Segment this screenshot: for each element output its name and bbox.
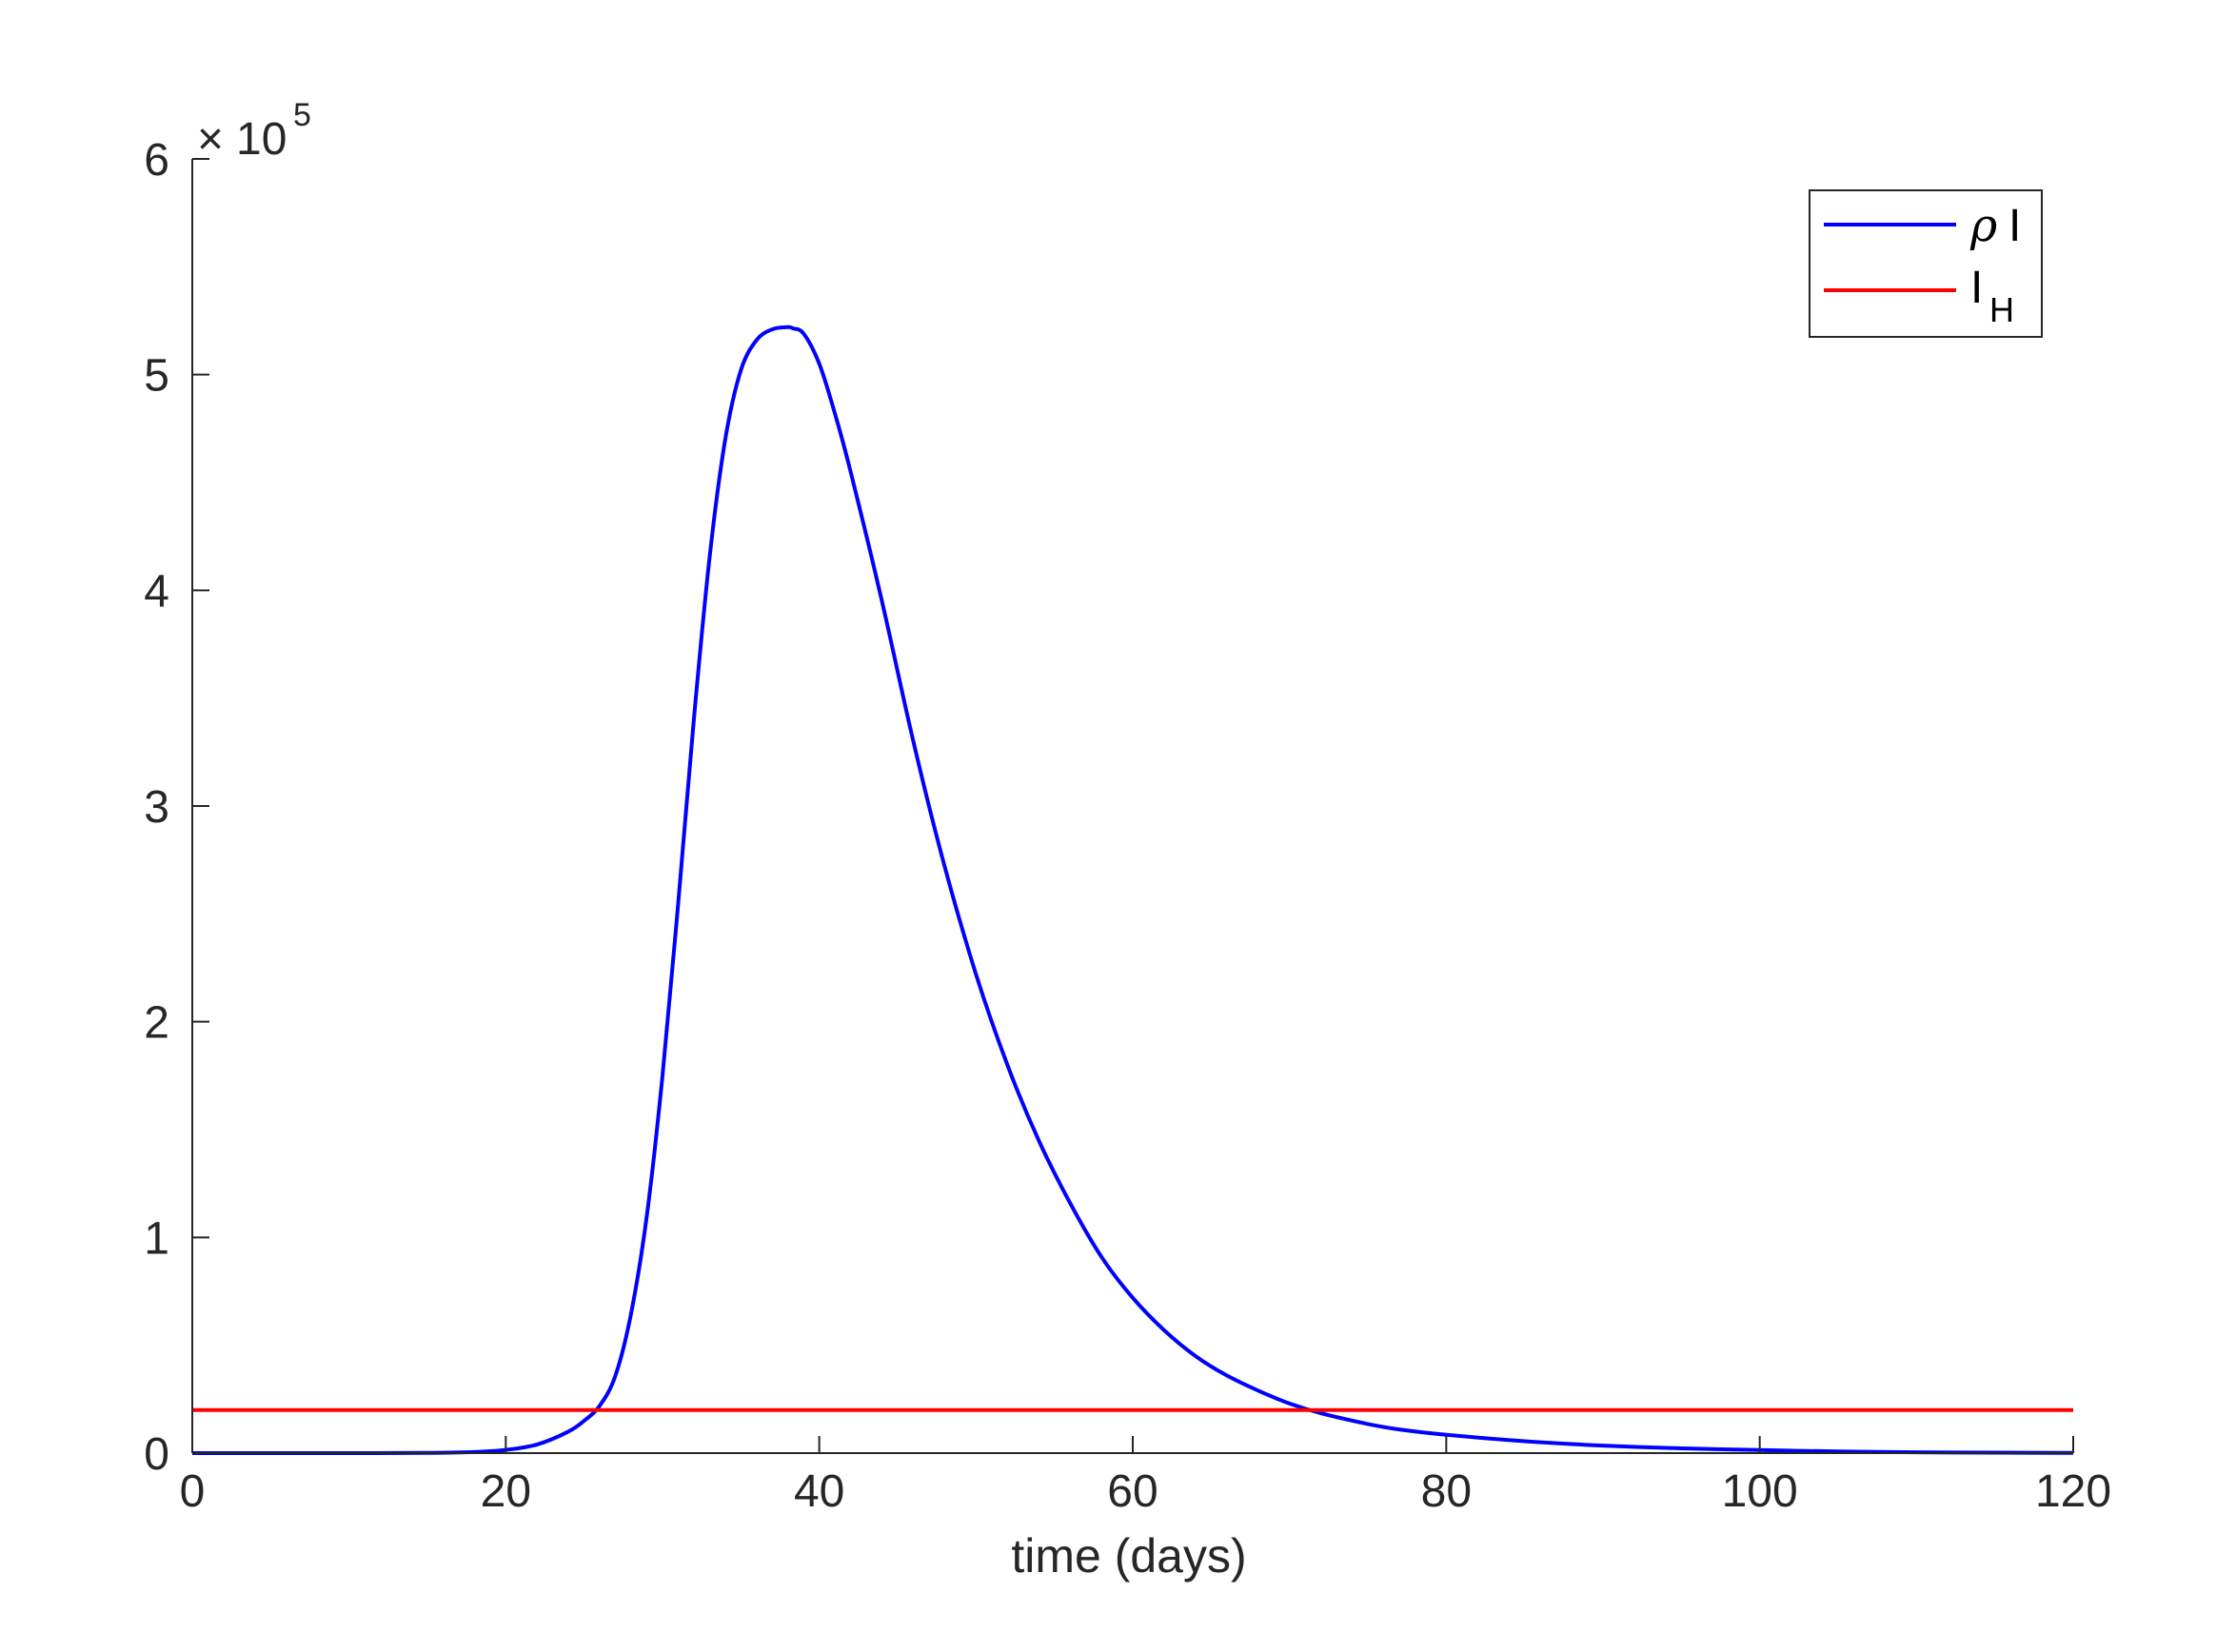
- y-tick-label: 5: [144, 351, 169, 402]
- x-tick-label: 60: [1107, 1466, 1157, 1517]
- series-line-rho-i: [192, 324, 2074, 1456]
- x-tick-label: 80: [1421, 1466, 1472, 1517]
- x-axis-label: time (days): [1011, 1529, 1246, 1583]
- y-exponent-power: 5: [293, 97, 311, 133]
- y-exponent-label: × 10 5: [197, 97, 311, 165]
- y-exponent-multiplier: ×: [197, 114, 224, 165]
- legend-label-rho-i: I: [2008, 201, 2021, 251]
- y-tick-label: 3: [144, 782, 169, 833]
- legend-box: [1809, 189, 2043, 338]
- legend: ρ I I H: [1809, 189, 2043, 338]
- x-tick-label: 0: [180, 1466, 206, 1517]
- y-tick-label: 6: [144, 135, 169, 186]
- legend-label-rho-symbol: ρ: [1969, 199, 1997, 252]
- y-exponent-base: 10: [236, 114, 287, 165]
- x-tick-label: 20: [481, 1466, 531, 1517]
- y-tick-label: 2: [144, 998, 169, 1049]
- x-tick-label: 120: [2035, 1466, 2111, 1517]
- y-tick-label: 1: [144, 1213, 169, 1264]
- ticks: 0 20 40 60 80 100 120 0 1 2 3 4 5 6: [144, 135, 2111, 1517]
- x-tick-label: 100: [1722, 1466, 1798, 1517]
- y-tick-label: 0: [144, 1429, 169, 1480]
- y-tick-label: 4: [144, 566, 169, 617]
- plot-lines: [191, 324, 2074, 1456]
- legend-label-i-h: I: [1970, 263, 1983, 313]
- x-tick-label: 40: [794, 1466, 844, 1517]
- legend-label-i-h-subscript: H: [1989, 290, 2014, 329]
